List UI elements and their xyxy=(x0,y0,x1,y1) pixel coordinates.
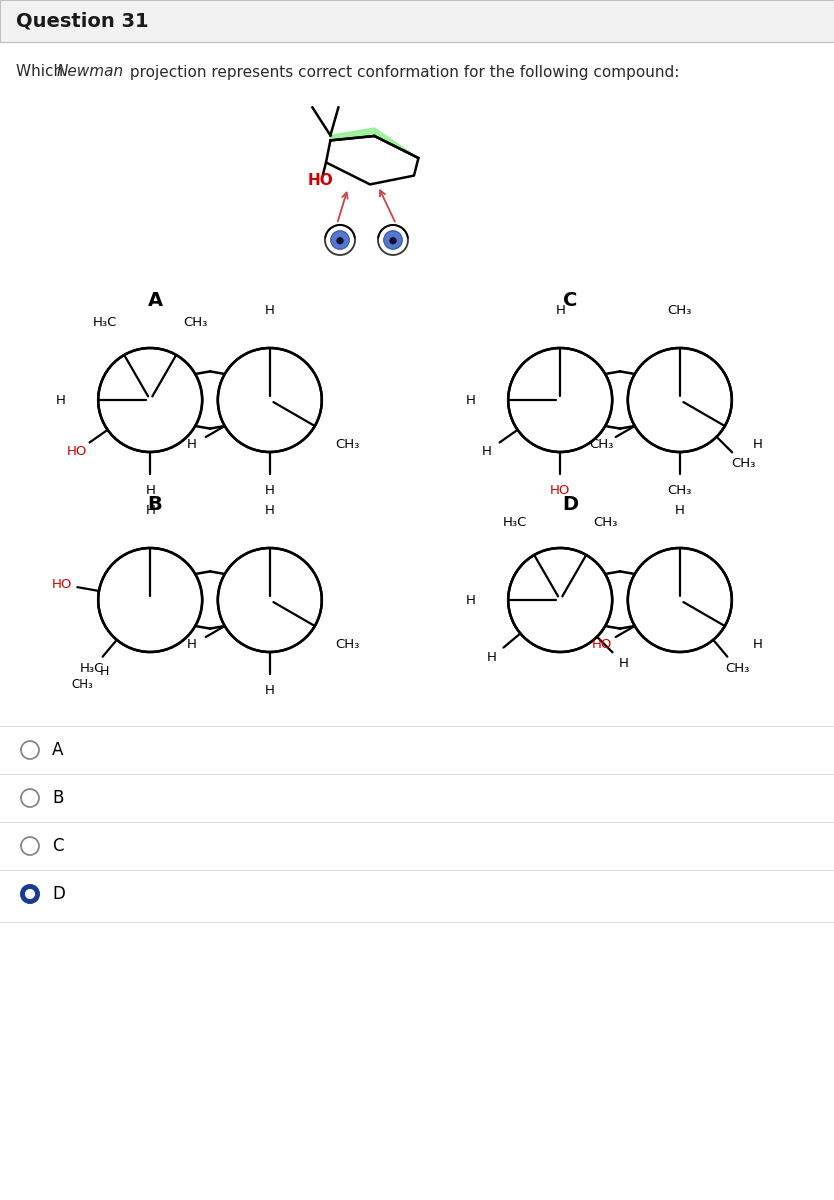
Text: CH₃: CH₃ xyxy=(726,662,750,676)
FancyBboxPatch shape xyxy=(0,0,834,42)
Circle shape xyxy=(21,790,39,806)
Text: A: A xyxy=(52,740,63,758)
Text: CH₃: CH₃ xyxy=(731,457,756,470)
Text: C: C xyxy=(563,290,577,310)
Text: H: H xyxy=(265,484,274,497)
Polygon shape xyxy=(591,571,648,629)
Text: Which: Which xyxy=(16,65,68,79)
Text: HO: HO xyxy=(66,445,87,458)
Text: D: D xyxy=(52,886,65,902)
Circle shape xyxy=(384,230,402,250)
Text: CH₃: CH₃ xyxy=(72,678,93,691)
Text: H: H xyxy=(145,484,155,497)
Circle shape xyxy=(21,886,39,902)
Text: CH₃: CH₃ xyxy=(593,516,617,528)
Circle shape xyxy=(337,238,344,244)
Circle shape xyxy=(331,230,349,250)
Text: D: D xyxy=(562,496,578,515)
Circle shape xyxy=(218,348,322,452)
Text: H: H xyxy=(555,304,565,317)
Circle shape xyxy=(98,548,202,652)
Text: H: H xyxy=(753,438,762,451)
Text: HO: HO xyxy=(550,484,570,497)
Text: H: H xyxy=(99,666,109,678)
Circle shape xyxy=(21,838,39,854)
Text: H: H xyxy=(55,394,65,407)
Text: projection represents correct conformation for the following compound:: projection represents correct conformati… xyxy=(125,65,680,79)
Text: B: B xyxy=(148,496,163,515)
Text: H: H xyxy=(675,504,685,516)
Text: CH₃: CH₃ xyxy=(667,304,692,317)
Text: H₃C: H₃C xyxy=(93,316,118,329)
Text: C: C xyxy=(52,838,63,854)
Text: CH₃: CH₃ xyxy=(183,316,208,329)
Text: HO: HO xyxy=(308,173,334,188)
Circle shape xyxy=(325,226,355,254)
Text: H: H xyxy=(465,594,475,606)
Circle shape xyxy=(26,889,34,899)
Text: Newman: Newman xyxy=(57,65,124,79)
Circle shape xyxy=(21,886,39,902)
Text: H: H xyxy=(265,684,274,696)
Text: Question 31: Question 31 xyxy=(16,12,148,30)
Polygon shape xyxy=(330,128,419,158)
Text: B: B xyxy=(52,790,63,806)
Text: CH₃: CH₃ xyxy=(590,438,614,451)
Circle shape xyxy=(508,548,612,652)
Text: HO: HO xyxy=(52,578,72,590)
Text: H: H xyxy=(486,652,496,665)
Text: A: A xyxy=(148,290,163,310)
Circle shape xyxy=(628,348,731,452)
Polygon shape xyxy=(182,571,239,629)
Text: H: H xyxy=(465,394,475,407)
Circle shape xyxy=(21,740,39,758)
Circle shape xyxy=(98,348,202,452)
Text: H₃C: H₃C xyxy=(503,516,527,528)
Text: H: H xyxy=(619,658,629,670)
Text: H: H xyxy=(187,438,197,451)
Circle shape xyxy=(378,226,408,254)
Text: H: H xyxy=(481,445,491,458)
Text: H: H xyxy=(265,304,274,317)
Circle shape xyxy=(508,348,612,452)
Text: H₃C: H₃C xyxy=(80,662,104,676)
Text: CH₃: CH₃ xyxy=(335,638,360,652)
Text: CH₃: CH₃ xyxy=(667,484,692,497)
Polygon shape xyxy=(182,371,239,428)
Text: H: H xyxy=(753,638,762,652)
Circle shape xyxy=(628,548,731,652)
Text: CH₃: CH₃ xyxy=(335,438,360,451)
Text: H: H xyxy=(187,638,197,652)
Text: H: H xyxy=(265,504,274,516)
Polygon shape xyxy=(591,371,648,428)
Text: H: H xyxy=(145,504,155,516)
Text: HO: HO xyxy=(591,638,612,652)
Circle shape xyxy=(218,548,322,652)
Circle shape xyxy=(389,238,396,244)
